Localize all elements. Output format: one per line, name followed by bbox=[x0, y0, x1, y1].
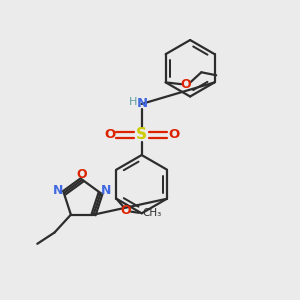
Text: N: N bbox=[53, 184, 64, 197]
Text: O: O bbox=[104, 128, 116, 141]
Text: N: N bbox=[101, 184, 111, 197]
Text: O: O bbox=[76, 168, 87, 181]
Text: O: O bbox=[168, 128, 179, 141]
Text: S: S bbox=[136, 127, 147, 142]
Text: H: H bbox=[129, 97, 137, 106]
Text: O: O bbox=[181, 78, 191, 91]
Text: N: N bbox=[137, 97, 148, 110]
Text: CH₃: CH₃ bbox=[142, 208, 161, 218]
Text: O: O bbox=[120, 204, 131, 217]
